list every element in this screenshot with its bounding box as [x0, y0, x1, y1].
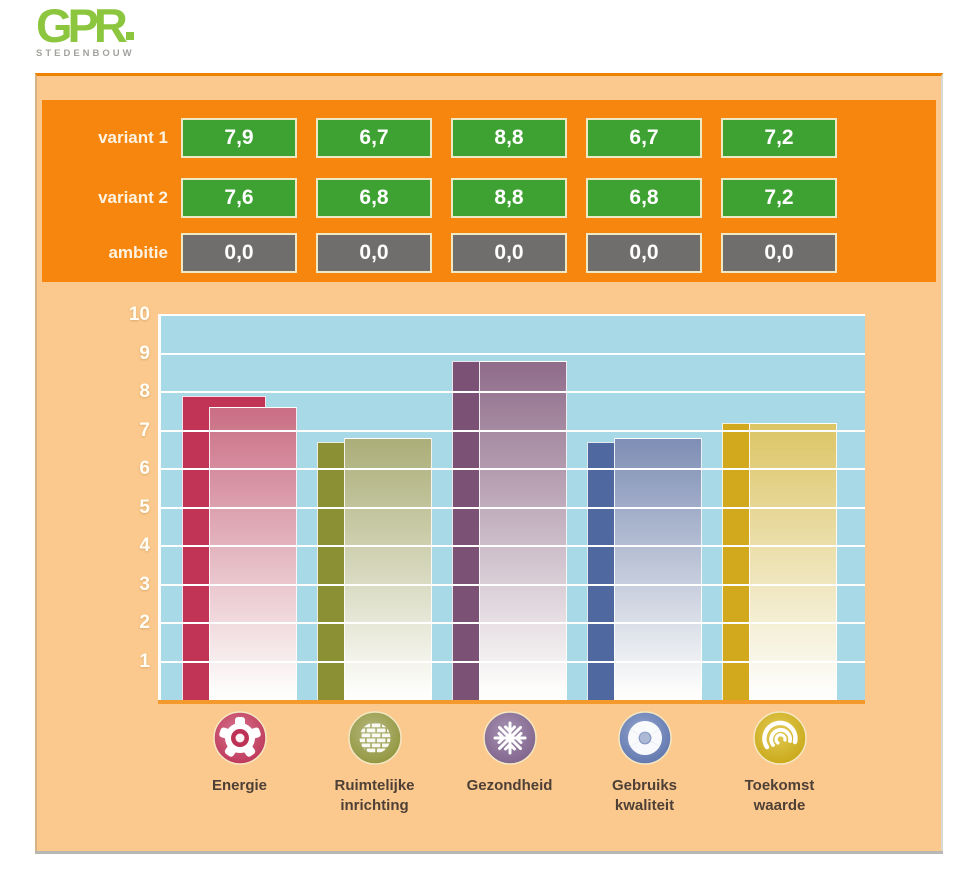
y-tick-label: 7	[139, 419, 150, 441]
y-tick-label: 3	[139, 573, 150, 595]
gridline	[158, 391, 865, 393]
snowflake-icon	[442, 710, 577, 771]
category-energie: Energie	[172, 710, 307, 796]
score-box: 6,8	[586, 178, 702, 218]
row-label: variant 1	[98, 128, 168, 147]
category-label-line: Gezondheid	[466, 777, 553, 794]
score-box: 7,6	[181, 178, 297, 218]
y-tick-label: 1	[139, 650, 150, 672]
gridline	[158, 622, 865, 624]
gpr-logo: GPR STEDENBOUW	[36, 0, 135, 60]
scoreboard-row-variant-1: variant 1 7,9 6,7 8,8 6,7 7,2	[42, 118, 936, 158]
report-panel: variant 1 7,9 6,7 8,8 6,7 7,2 variant 2 7,6 6,8 8…	[35, 73, 943, 851]
score-box: 7,2	[721, 118, 837, 158]
category-label-line: inrichting	[340, 796, 409, 814]
bar-variant2-gezondheid	[479, 361, 567, 700]
category-legend: Energie Ruimtelijke inrichting Gezondheid Ge…	[158, 710, 865, 845]
bar-group-ruimtelijke-inrichting	[307, 315, 442, 700]
category-label-line: kwaliteit	[614, 796, 675, 814]
category-label: Gebruiks kwaliteit	[577, 776, 712, 815]
gridline	[158, 352, 865, 355]
score-box: 0,0	[316, 233, 432, 273]
y-tick-label: 8	[139, 381, 150, 402]
score-box: 0,0	[586, 233, 702, 273]
category-label: Energie	[172, 776, 307, 796]
category-label: Toekomst waarde	[712, 776, 847, 815]
category-label-line: Gebruiks	[611, 777, 678, 794]
y-tick-label: 6	[139, 458, 150, 479]
y-tick-label: 2	[139, 612, 150, 633]
category-label: Ruimtelijke inrichting	[307, 776, 442, 815]
gridline	[158, 583, 865, 586]
scoreboard: variant 1 7,9 6,7 8,8 6,7 7,2 variant 2 7,6 6,8 8…	[42, 100, 936, 282]
score-box: 8,8	[451, 178, 567, 218]
gridline	[158, 314, 865, 316]
bar-variant2-gebruikskwaliteit	[614, 438, 702, 700]
scoreboard-row-variant-2: variant 2 7,6 6,8 8,8 6,8 7,2	[42, 178, 936, 218]
score-box: 6,8	[316, 178, 432, 218]
gear-icon	[172, 710, 307, 771]
bar-variant2-energie	[209, 407, 297, 700]
score-box: 0,0	[451, 233, 567, 273]
gridline	[158, 545, 865, 547]
swirl-icon	[712, 710, 847, 771]
plot-area	[158, 314, 865, 704]
y-tick-label: 9	[139, 342, 150, 364]
bricks-icon	[307, 710, 442, 771]
score-box: 0,0	[721, 233, 837, 273]
row-label: variant 2	[98, 188, 168, 207]
bar-variant2-ruimtelijke-inrichting	[344, 438, 432, 700]
category-label: Gezondheid	[442, 776, 577, 796]
scoreboard-row-ambitie: ambitie 0,0 0,0 0,0 0,0 0,0	[42, 233, 936, 273]
category-label-line: waarde	[753, 796, 806, 814]
logo-text: GPR	[36, 0, 128, 52]
score-box: 6,7	[316, 118, 432, 158]
category-label-line: Energie	[211, 777, 268, 794]
gridline	[158, 429, 865, 432]
category-ruimtelijke-inrichting: Ruimtelijke inrichting	[307, 710, 442, 815]
gridline	[158, 506, 865, 509]
category-gezondheid: Gezondheid	[442, 710, 577, 796]
category-gebruikskwaliteit: Gebruiks kwaliteit	[577, 710, 712, 815]
aperture-icon	[577, 710, 712, 771]
bar-group-gezondheid	[442, 315, 577, 700]
gridline	[158, 468, 865, 470]
score-box: 7,2	[721, 178, 837, 218]
category-label-line: Ruimtelijke	[334, 777, 415, 794]
bar-group-energie	[172, 315, 307, 700]
score-box: 6,7	[586, 118, 702, 158]
bar-group-gebruikskwaliteit	[577, 315, 712, 700]
y-tick-label: 10	[128, 304, 150, 325]
logo-dot-icon	[125, 32, 134, 41]
y-axis-line	[158, 315, 161, 700]
category-label-line: Toekomst	[744, 777, 815, 794]
score-box: 0,0	[181, 233, 297, 273]
gridline	[158, 660, 865, 663]
score-box: 7,9	[181, 118, 297, 158]
logo-subtext: STEDENBOUW	[36, 48, 135, 60]
y-tick-label: 4	[139, 535, 150, 556]
row-label: ambitie	[108, 243, 168, 262]
category-toekomstwaarde: Toekomst waarde	[712, 710, 847, 815]
bar-variant2-toekomstwaarde	[749, 422, 837, 700]
score-box: 8,8	[451, 118, 567, 158]
y-tick-label: 5	[139, 496, 150, 518]
